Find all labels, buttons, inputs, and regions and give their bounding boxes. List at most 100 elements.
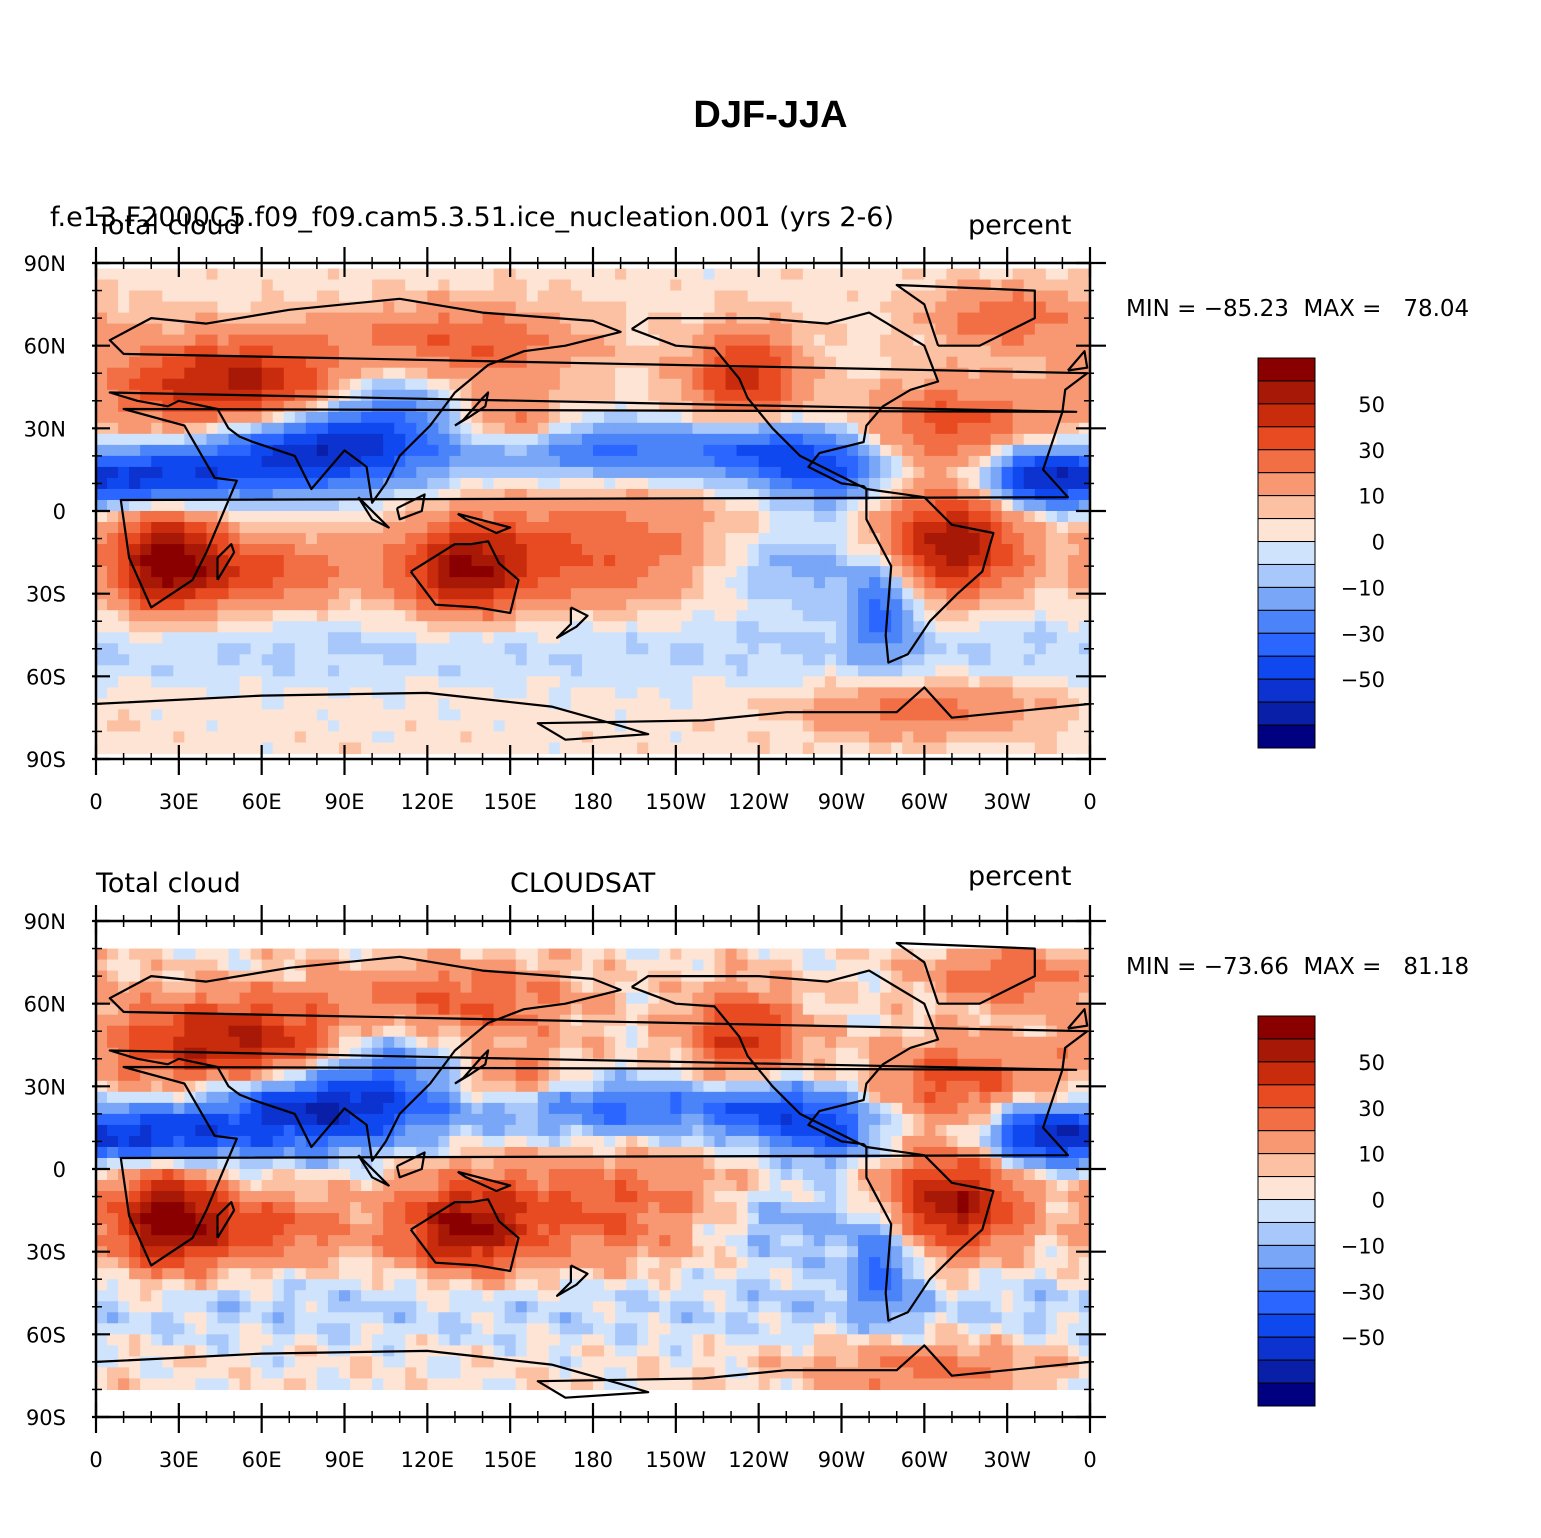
field-cell: [847, 654, 859, 666]
field-cell: [570, 312, 583, 325]
field-cell: [858, 455, 870, 468]
field-cell: [405, 411, 417, 424]
field-cell: [118, 334, 130, 347]
field-cell: [681, 665, 693, 677]
field-cell: [824, 588, 837, 600]
field-cell: [968, 290, 981, 303]
field-cell: [261, 345, 274, 358]
field-cell: [979, 455, 992, 468]
field-cell: [990, 345, 1003, 358]
field-cell: [206, 555, 219, 567]
field-cell: [725, 334, 738, 347]
field-cell: [957, 356, 970, 369]
field-cell: [405, 654, 417, 666]
field-cell: [869, 676, 881, 688]
field-cell: [593, 511, 605, 523]
field-cell: [979, 511, 992, 523]
field-cell: [581, 566, 594, 578]
field-cell: [979, 422, 992, 435]
field-cell: [637, 279, 649, 292]
field-cell: [537, 511, 550, 523]
field-cell: [372, 455, 384, 468]
field-cell: [504, 1003, 517, 1016]
field-cell: [725, 720, 738, 733]
field-cell: [626, 378, 638, 391]
field-cell: [427, 709, 439, 722]
field-cell: [305, 268, 318, 281]
field-cell: [869, 577, 881, 589]
field-cell: [261, 411, 274, 424]
field-cell: [1045, 731, 1058, 744]
field-cell: [570, 731, 583, 744]
field-cell: [648, 268, 660, 281]
field-cell: [858, 981, 870, 994]
field-cell: [990, 621, 1003, 633]
field-cell: [891, 687, 903, 699]
field-cell: [924, 477, 936, 490]
field-cell: [692, 610, 705, 622]
field-cell: [1056, 301, 1069, 314]
field-cell: [902, 720, 914, 733]
field-cell: [162, 992, 174, 1005]
field-cell: [780, 389, 793, 402]
field-cell: [383, 301, 395, 314]
field-cell: [228, 643, 241, 655]
field-cell: [261, 676, 274, 688]
field-cell: [935, 378, 948, 391]
field-cell: [802, 1025, 815, 1038]
field-cell: [847, 323, 859, 336]
field-cell: [659, 522, 671, 534]
field-cell: [338, 555, 351, 567]
field-cell: [880, 992, 892, 1005]
field-cell: [615, 444, 627, 457]
field-cell: [990, 477, 1003, 490]
field-cell: [537, 588, 550, 600]
field-cell: [493, 654, 506, 666]
field-cell: [272, 422, 285, 435]
field-cell: [283, 455, 296, 468]
field-cell: [217, 378, 230, 391]
field-cell: [659, 455, 671, 468]
field-cell: [405, 290, 417, 303]
field-cell: [261, 731, 274, 744]
field-cell: [681, 698, 693, 710]
field-cell: [151, 422, 163, 435]
field-cell: [681, 455, 693, 468]
field-cell: [383, 665, 395, 677]
field-cell: [637, 970, 649, 983]
field-cell: [361, 488, 373, 501]
field-cell: [648, 687, 660, 699]
field-cell: [891, 466, 903, 479]
field-cell: [449, 312, 462, 325]
field-cell: [1034, 323, 1047, 336]
field-cell: [338, 488, 351, 501]
field-cell: [162, 444, 174, 457]
field-cell: [979, 1025, 992, 1038]
field-cell: [780, 290, 793, 303]
field-cell: [559, 389, 572, 402]
field-cell: [449, 566, 462, 578]
field-cell: [294, 1036, 307, 1049]
lon-tick-label: 150W: [645, 790, 706, 814]
field-cell: [460, 312, 473, 325]
field-cell: [725, 301, 738, 314]
field-cell: [305, 444, 318, 457]
field-cell: [1045, 334, 1058, 347]
field-cell: [460, 555, 473, 567]
field-cell: [162, 367, 174, 380]
field-cell: [184, 345, 196, 358]
field-cell: [438, 698, 451, 710]
field-cell: [847, 411, 859, 424]
field-cell: [692, 981, 705, 994]
field-cell: [283, 345, 296, 358]
field-cell: [1023, 665, 1036, 677]
field-cell: [1067, 411, 1080, 424]
field-cell: [283, 544, 296, 556]
field-cell: [338, 466, 351, 479]
field-cell: [1012, 533, 1025, 545]
field-cell: [217, 610, 230, 622]
field-cell: [659, 643, 671, 655]
field-cell: [96, 356, 108, 369]
field-cell: [96, 511, 108, 523]
field-cell: [173, 566, 185, 578]
